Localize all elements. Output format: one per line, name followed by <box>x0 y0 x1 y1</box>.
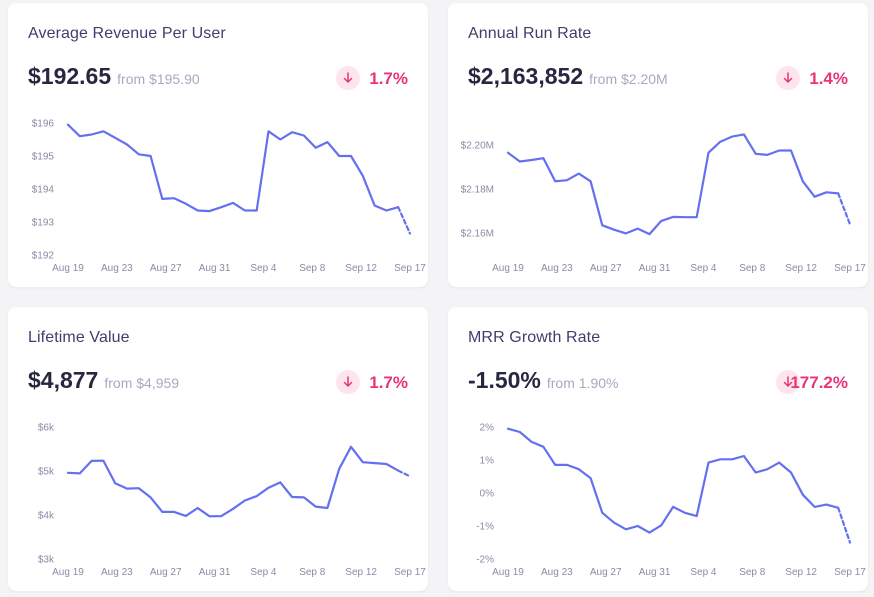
x-tick-label: Sep 4 <box>690 263 717 274</box>
card-title: MRR Growth Rate <box>468 329 601 346</box>
x-tick-label: Sep 8 <box>299 263 326 274</box>
y-tick-label: $2.18M <box>461 185 494 196</box>
arrow-down-icon <box>336 370 360 394</box>
y-tick-label: $192 <box>32 251 55 262</box>
x-tick-label: Aug 31 <box>639 567 671 578</box>
y-tick-label: $2.16M <box>461 229 494 240</box>
y-tick-label: 1% <box>480 456 495 467</box>
card-title: Average Revenue Per User <box>28 25 226 42</box>
y-tick-label: $194 <box>32 185 55 196</box>
metric-from-value: from $195.90 <box>117 71 200 87</box>
x-tick-label: Sep 12 <box>785 567 817 578</box>
series-line <box>66 123 400 213</box>
card-average-revenue-per-user: Average Revenue Per User $192.65 from $19… <box>8 3 428 287</box>
metric-current-value: -1.50% <box>468 367 541 393</box>
arrow-down-icon <box>336 66 360 90</box>
metric-value: $192.65 from $195.90 <box>28 63 200 90</box>
x-tick-label: Sep 17 <box>394 263 426 274</box>
y-tick-label: $2.20M <box>461 141 494 152</box>
y-tick-label: $193 <box>32 218 55 229</box>
x-tick-label: Sep 8 <box>299 567 326 578</box>
x-tick-label: Sep 12 <box>785 263 817 274</box>
change-percent: 1.7% <box>369 373 408 392</box>
series-line <box>66 445 400 518</box>
metric-value: $4,877 from $4,959 <box>28 367 179 394</box>
y-tick-label: $4k <box>38 511 55 522</box>
x-tick-label: Aug 23 <box>101 263 133 274</box>
card-mrr-growth-rate: MRR Growth Rate -1.50% from 1.90% 177.2% … <box>448 307 868 591</box>
card-lifetime-value: Lifetime Value $4,877 from $4,959 1.7% $6… <box>8 307 428 591</box>
x-tick-label: Aug 23 <box>541 263 573 274</box>
metric-from-value: from 1.90% <box>546 375 619 391</box>
card-title: Annual Run Rate <box>468 25 592 42</box>
arrow-down-icon <box>776 66 800 90</box>
x-tick-label: Aug 19 <box>492 567 524 578</box>
x-tick-label: Sep 12 <box>345 263 377 274</box>
series-line <box>506 133 840 236</box>
x-tick-label: Aug 23 <box>101 567 133 578</box>
y-tick-label: -1% <box>476 522 494 533</box>
x-tick-label: Sep 17 <box>394 567 426 578</box>
arrow-down-icon <box>776 370 800 394</box>
line-chart: $2.20M $2.18M $2.16M Aug 19 Aug 23 Aug 27 Aug … <box>461 133 866 274</box>
change-percent: 177.2% <box>790 373 848 392</box>
metric-current-value: $192.65 <box>28 63 112 89</box>
metric-from-value: from $4,959 <box>104 375 180 391</box>
x-tick-label: Sep 12 <box>345 567 377 578</box>
line-chart: 2% 1% 0% -1% -2%Aug 19 Aug 23 Aug 27 Aug 31 Sep … <box>476 423 866 579</box>
x-tick-label: Aug 19 <box>52 567 84 578</box>
x-tick-label: Sep 8 <box>739 567 766 578</box>
x-tick-label: Sep 17 <box>834 567 866 578</box>
series-projection-line <box>397 206 412 235</box>
x-tick-label: Aug 19 <box>492 263 524 274</box>
x-tick-label: Aug 27 <box>590 567 622 578</box>
metric-value: -1.50% from 1.90% <box>468 367 618 394</box>
y-tick-label: -2% <box>476 555 494 566</box>
metric-value: $2,163,852 from $2.20M <box>468 63 668 90</box>
x-tick-label: Sep 8 <box>739 263 766 274</box>
x-tick-label: Aug 31 <box>639 263 671 274</box>
x-tick-label: Sep 4 <box>250 263 277 274</box>
card-title: Lifetime Value <box>28 329 130 346</box>
x-tick-label: Aug 27 <box>150 263 182 274</box>
y-tick-label: 0% <box>480 489 495 500</box>
change-percent: 1.4% <box>809 69 848 88</box>
x-tick-label: Sep 4 <box>250 567 277 578</box>
metric-from-value: from $2.20M <box>589 71 668 87</box>
series-projection-line <box>837 506 852 544</box>
x-tick-label: Aug 31 <box>199 263 231 274</box>
series-line <box>506 427 840 534</box>
x-tick-label: Aug 31 <box>199 567 231 578</box>
x-tick-label: Aug 23 <box>541 567 573 578</box>
metric-current-value: $2,163,852 <box>468 63 584 89</box>
x-tick-label: Aug 27 <box>150 567 182 578</box>
card-annual-run-rate: Annual Run Rate $2,163,852 from $2.20M 1.… <box>448 3 868 287</box>
change-percent: 1.7% <box>369 69 408 88</box>
x-tick-label: Aug 19 <box>52 263 84 274</box>
x-tick-label: Aug 27 <box>590 263 622 274</box>
y-tick-label: $6k <box>38 423 55 434</box>
y-tick-label: 2% <box>480 423 495 434</box>
metric-current-value: $4,877 <box>28 367 99 393</box>
x-tick-label: Sep 17 <box>834 263 866 274</box>
y-tick-label: $5k <box>38 467 55 478</box>
series-projection-line <box>397 469 412 478</box>
y-tick-label: $3k <box>38 555 55 566</box>
series-projection-line <box>837 192 852 226</box>
x-tick-label: Sep 4 <box>690 567 717 578</box>
y-tick-label: $196 <box>32 119 55 130</box>
y-tick-label: $195 <box>32 152 55 163</box>
